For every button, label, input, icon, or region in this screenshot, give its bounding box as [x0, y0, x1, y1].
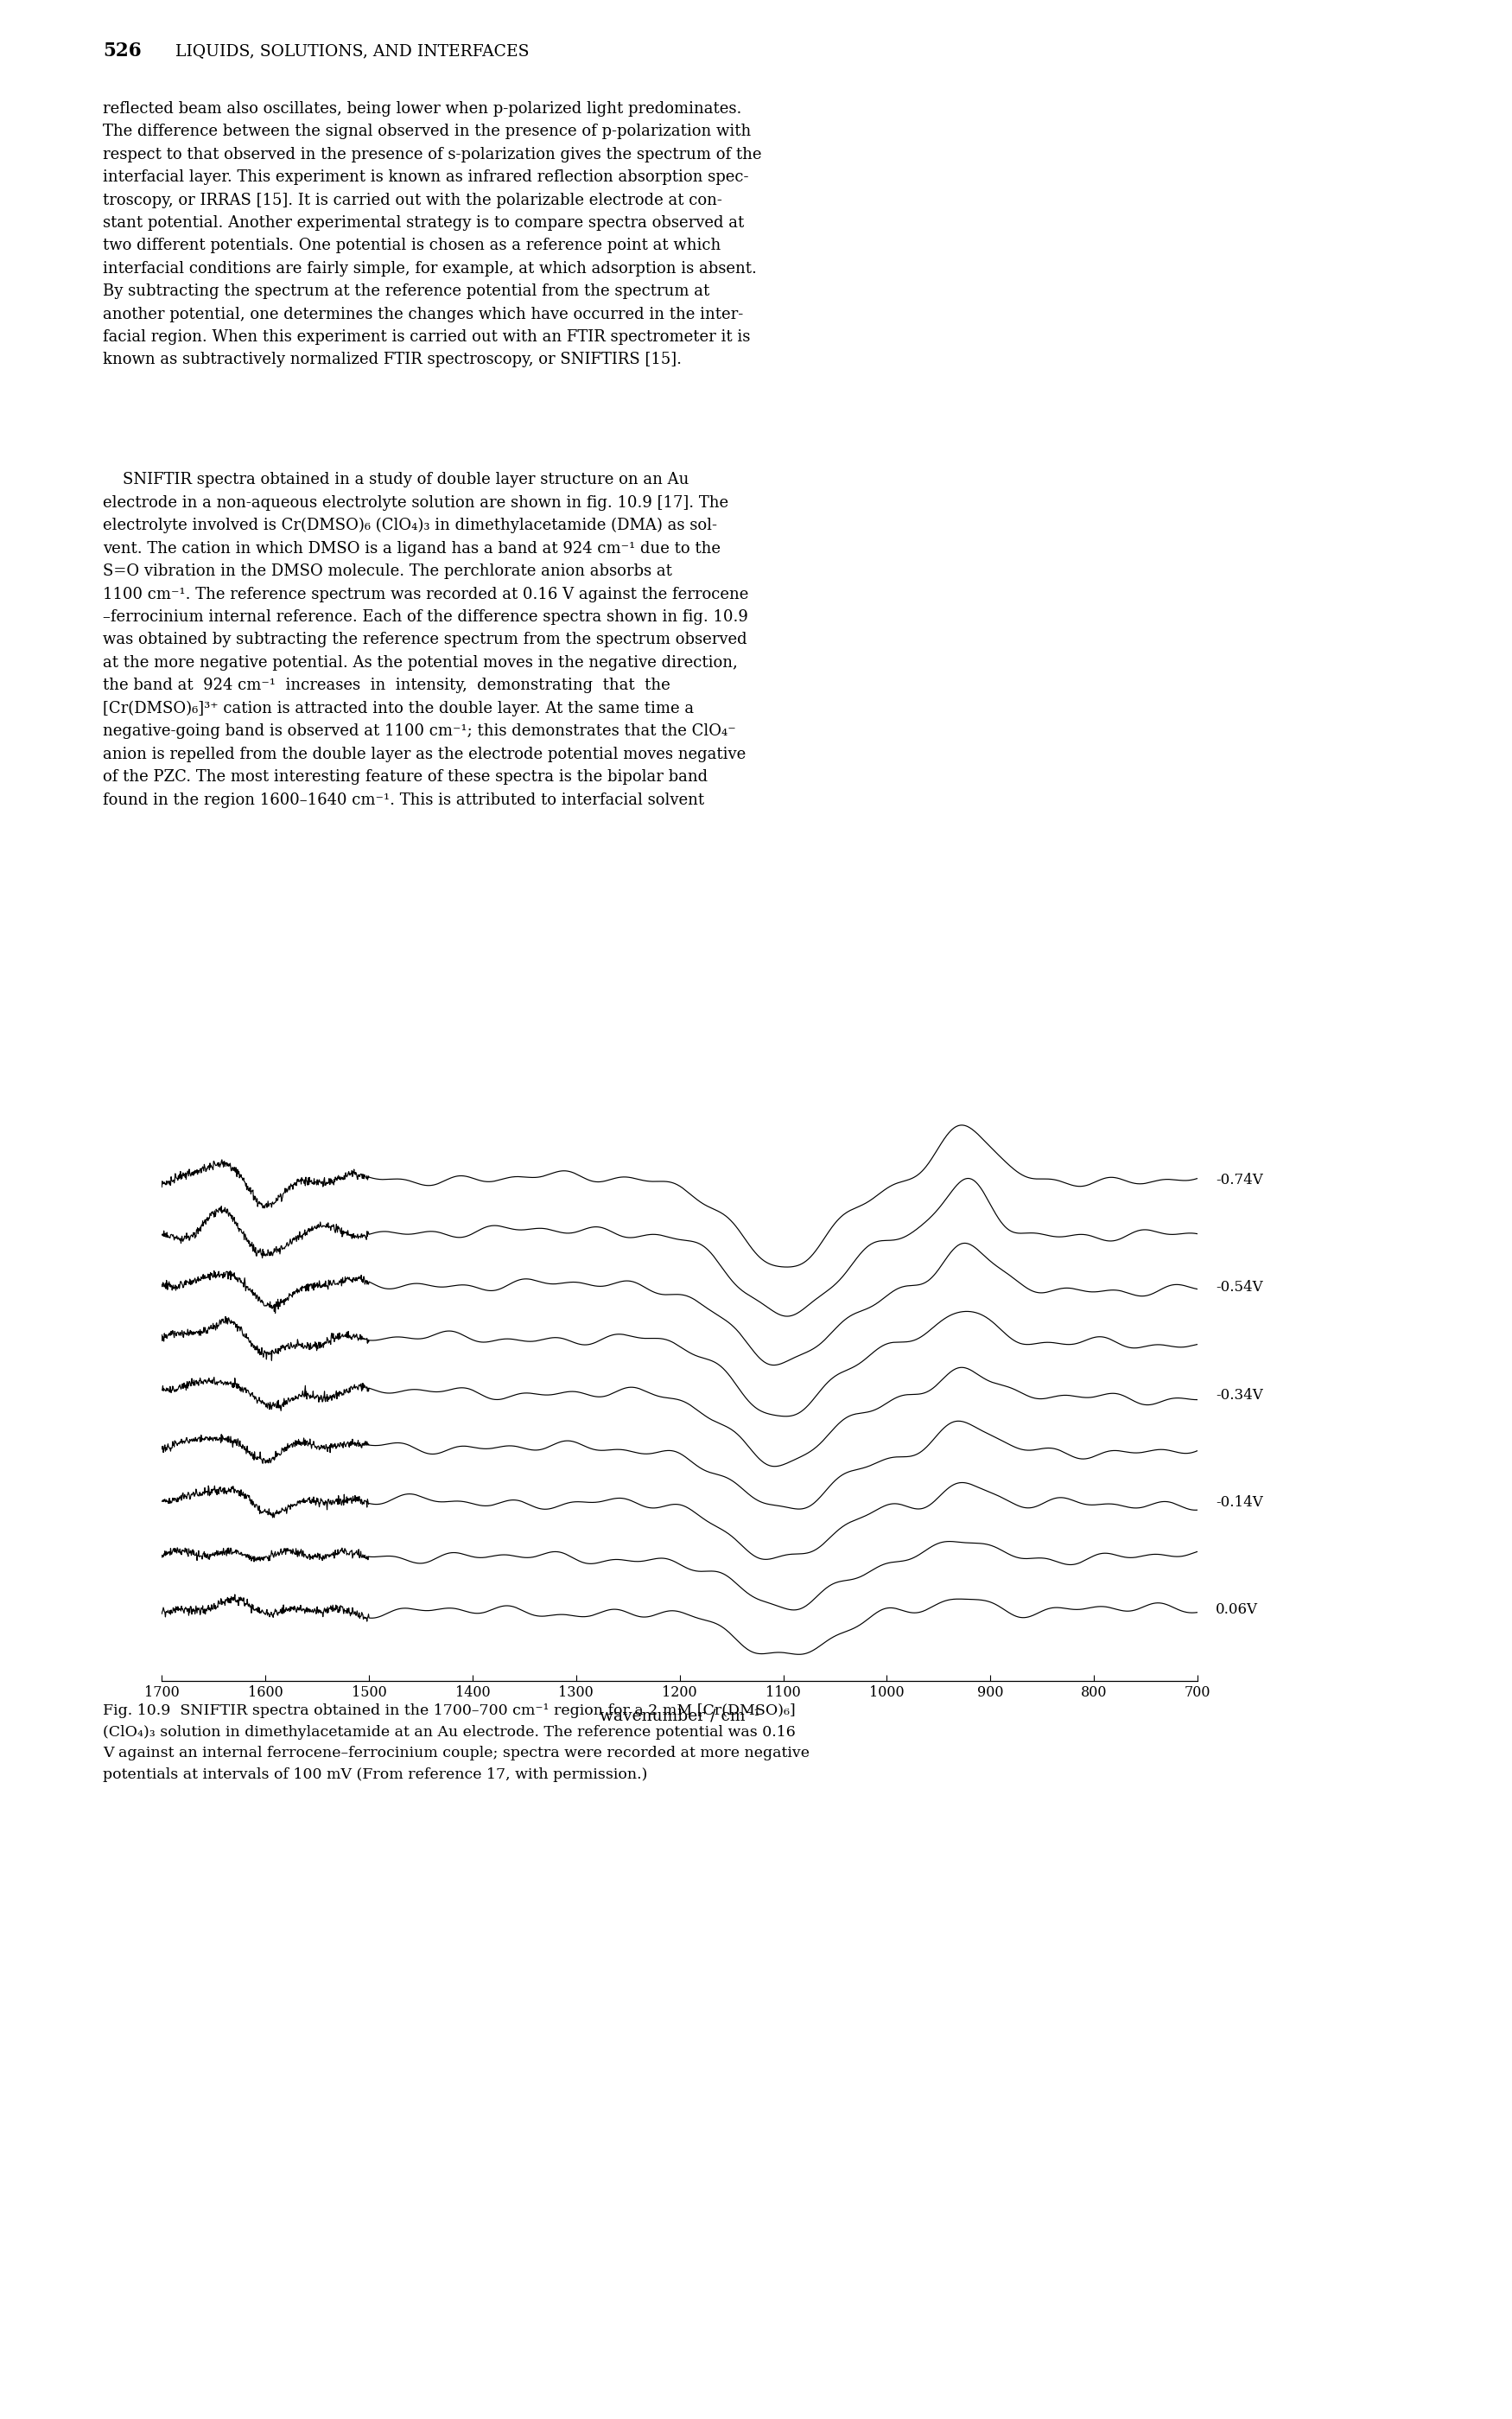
Text: 526: 526 — [103, 41, 142, 60]
Text: SNIFTIR spectra obtained in a study of double layer structure on an Au
electrode: SNIFTIR spectra obtained in a study of d… — [103, 472, 748, 808]
Text: -0.34V: -0.34V — [1216, 1389, 1263, 1403]
Text: LIQUIDS, SOLUTIONS, AND INTERFACES: LIQUIDS, SOLUTIONS, AND INTERFACES — [175, 44, 529, 58]
X-axis label: wavenumber / cm⁻¹: wavenumber / cm⁻¹ — [599, 1708, 761, 1725]
Text: Fig. 10.9  SNIFTIR spectra obtained in the 1700–700 cm⁻¹ region for a 2 mM [Cr(D: Fig. 10.9 SNIFTIR spectra obtained in th… — [103, 1703, 809, 1783]
Text: -0.54V: -0.54V — [1216, 1280, 1263, 1294]
Text: -0.14V: -0.14V — [1216, 1495, 1263, 1509]
Text: 0.06V: 0.06V — [1216, 1601, 1258, 1616]
Text: -0.74V: -0.74V — [1216, 1173, 1263, 1188]
Text: reflected beam also oscillates, being lower when p-polarized light predominates.: reflected beam also oscillates, being lo… — [103, 102, 762, 368]
